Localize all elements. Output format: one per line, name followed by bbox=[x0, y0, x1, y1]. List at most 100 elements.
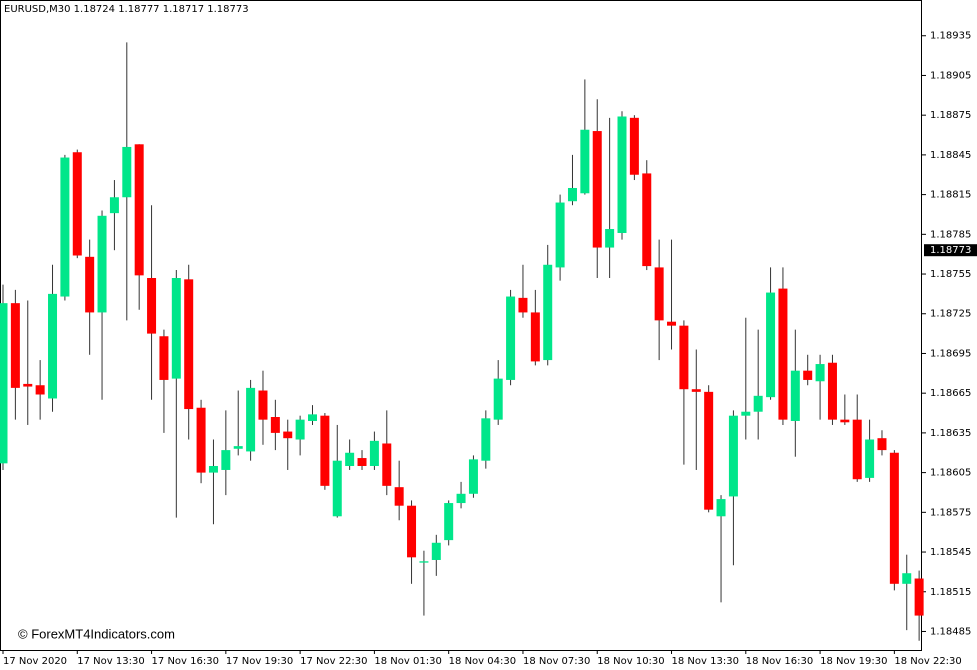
candle-body bbox=[233, 446, 243, 449]
last-price-label: 1.18773 bbox=[930, 245, 971, 256]
x-tick-label: 18 Nov 13:30 bbox=[672, 656, 739, 667]
candle-body bbox=[357, 458, 367, 466]
y-tick-label: 1.18485 bbox=[930, 626, 971, 637]
candle-body bbox=[827, 362, 837, 420]
candle-body bbox=[580, 129, 590, 194]
candle-body bbox=[691, 389, 701, 392]
candle-body bbox=[555, 202, 565, 268]
candle-body bbox=[85, 256, 95, 313]
y-tick-label: 1.18515 bbox=[930, 587, 971, 598]
candle-body bbox=[543, 264, 553, 361]
candle-body bbox=[468, 459, 478, 494]
y-tick-label: 1.18695 bbox=[930, 348, 971, 359]
candle-body bbox=[592, 131, 602, 248]
x-tick-label: 18 Nov 19:30 bbox=[820, 656, 887, 667]
x-tick-label: 18 Nov 16:30 bbox=[746, 656, 813, 667]
x-tick-label: 18 Nov 22:30 bbox=[894, 656, 961, 667]
candle-body bbox=[60, 157, 70, 297]
candle-body bbox=[493, 378, 503, 420]
candle-body bbox=[332, 460, 342, 517]
candle-body bbox=[778, 288, 788, 420]
candle-body bbox=[506, 296, 516, 380]
last-price-box bbox=[924, 244, 977, 257]
candle-body bbox=[716, 499, 726, 517]
candle-body bbox=[790, 370, 800, 421]
candle-body bbox=[530, 312, 540, 362]
candle-body bbox=[803, 370, 813, 380]
candle-body bbox=[902, 573, 912, 584]
candle-body bbox=[914, 578, 924, 616]
candle-body bbox=[35, 385, 45, 395]
candle-body bbox=[766, 292, 776, 398]
candle-body bbox=[97, 215, 107, 313]
candle-body bbox=[877, 438, 887, 451]
symbol-info: EURUSD,M30 1.18724 1.18777 1.18717 1.187… bbox=[4, 4, 249, 15]
candle-body bbox=[753, 395, 763, 412]
y-tick-label: 1.18875 bbox=[930, 110, 971, 121]
candle-body bbox=[345, 452, 355, 466]
candle-body bbox=[159, 336, 169, 380]
y-tick-label: 1.18635 bbox=[930, 428, 971, 439]
candle-body bbox=[184, 279, 194, 410]
candle-body bbox=[221, 450, 231, 470]
candle-body bbox=[407, 505, 417, 558]
y-tick-label: 1.18845 bbox=[930, 150, 971, 161]
candle-body bbox=[852, 419, 862, 480]
candle-body bbox=[518, 297, 528, 313]
candle-body bbox=[72, 152, 82, 256]
x-tick-label: 17 Nov 22:30 bbox=[300, 656, 367, 667]
candle-body bbox=[147, 278, 157, 334]
candle-body bbox=[258, 390, 268, 420]
candle-body bbox=[308, 414, 317, 421]
candle-body bbox=[605, 229, 615, 248]
candle-body bbox=[456, 493, 466, 504]
x-tick-label: 18 Nov 07:30 bbox=[523, 656, 590, 667]
candle-body bbox=[431, 542, 441, 560]
candle-body bbox=[667, 321, 677, 326]
candle-body bbox=[171, 278, 181, 379]
candle-body bbox=[23, 383, 33, 387]
candle-body bbox=[208, 465, 218, 473]
candle-body bbox=[444, 503, 454, 541]
candle-body bbox=[617, 116, 627, 233]
candle-body bbox=[567, 187, 577, 202]
candle-body bbox=[122, 146, 132, 198]
candle-body bbox=[629, 117, 639, 175]
candle-body bbox=[394, 487, 404, 506]
candle-body bbox=[10, 303, 20, 388]
candle-body bbox=[134, 144, 144, 276]
candle-body bbox=[295, 419, 305, 440]
candle-body bbox=[679, 325, 689, 390]
x-tick-label: 17 Nov 2020 bbox=[3, 656, 67, 667]
candle-body bbox=[815, 364, 825, 382]
candle-body bbox=[369, 440, 379, 466]
candle-body bbox=[840, 419, 850, 423]
candle-body bbox=[741, 411, 751, 416]
x-tick-label: 17 Nov 19:30 bbox=[226, 656, 293, 667]
y-tick-label: 1.18575 bbox=[930, 507, 971, 518]
y-tick-label: 1.18545 bbox=[930, 547, 971, 558]
candle-body bbox=[283, 431, 293, 439]
y-tick-label: 1.18605 bbox=[930, 468, 971, 479]
x-tick-label: 17 Nov 13:30 bbox=[77, 656, 144, 667]
y-tick-label: 1.18935 bbox=[930, 31, 971, 42]
candle-body bbox=[419, 561, 429, 563]
x-tick-label: 18 Nov 01:30 bbox=[374, 656, 441, 667]
candle-body bbox=[865, 439, 875, 478]
y-tick-label: 1.18755 bbox=[930, 269, 971, 280]
candle-body bbox=[0, 303, 8, 464]
candle-body bbox=[109, 197, 119, 214]
candle-body bbox=[481, 418, 491, 461]
candle-body bbox=[320, 415, 330, 486]
candle-body bbox=[196, 407, 206, 473]
candle-body bbox=[889, 452, 899, 584]
y-tick-label: 1.18665 bbox=[930, 388, 971, 399]
candle-body bbox=[728, 415, 738, 497]
candle-body bbox=[270, 417, 280, 433]
candle-body bbox=[704, 391, 714, 510]
x-tick-label: 18 Nov 10:30 bbox=[597, 656, 664, 667]
y-tick-label: 1.18905 bbox=[930, 70, 971, 81]
candle-body bbox=[654, 267, 664, 321]
